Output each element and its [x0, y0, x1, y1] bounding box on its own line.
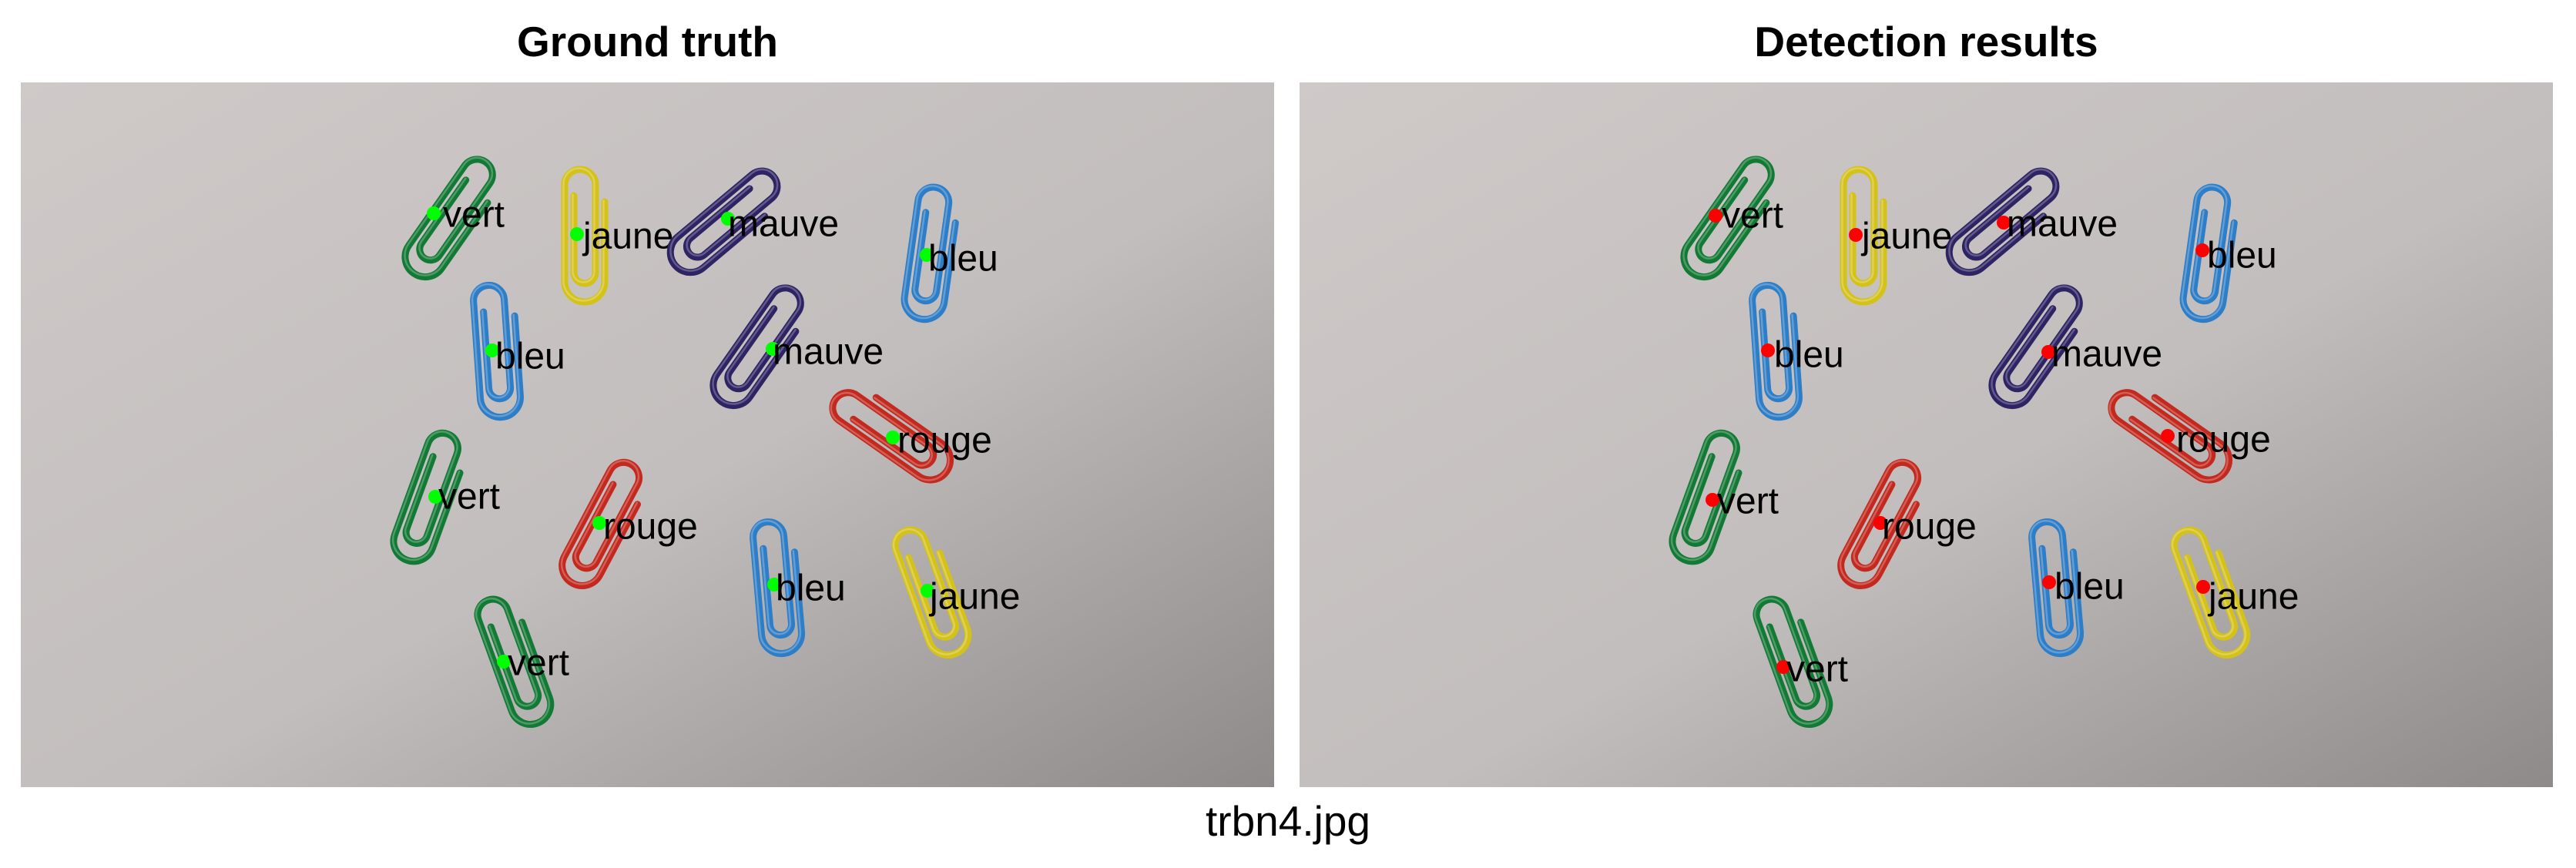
- object-label: rouge: [1882, 507, 1977, 548]
- object-label: bleu: [928, 239, 998, 280]
- object-label: bleu: [1774, 335, 1844, 376]
- detection-results-photo: vert jaune mauve bleu bleu mauve rouge vert roug…: [1300, 82, 2553, 787]
- ground-truth-marker: [766, 342, 780, 356]
- object-label: mauve: [2007, 204, 2118, 245]
- detection-marker: [2196, 580, 2210, 594]
- object-label: jaune: [1860, 216, 1952, 257]
- ground-truth-marker: [920, 248, 934, 262]
- ground-truth-marker: [427, 206, 441, 220]
- ground-truth-image: vert jaune mauve bleu bleu mauve rouge vert roug…: [21, 82, 1274, 787]
- ground-truth-photo: vert jaune mauve bleu bleu mauve rouge vert roug…: [21, 82, 1274, 787]
- detection-marker: [1761, 344, 1775, 357]
- mauve-paperclip: [1945, 167, 2060, 276]
- rouge-paperclip: [829, 389, 954, 484]
- vert-paperclip: [390, 429, 464, 565]
- object-label: bleu: [495, 337, 565, 377]
- photo-background: [1300, 82, 2553, 787]
- object-label: vert: [443, 195, 505, 236]
- object-label: mauve: [2051, 334, 2162, 375]
- detection-marker: [1709, 209, 1722, 223]
- image-filename-caption: trbn4.jpg: [1205, 797, 1371, 845]
- mauve-paperclip: [666, 167, 781, 276]
- panel-title-ground-truth: Ground truth: [516, 18, 779, 65]
- vert-paperclip: [401, 156, 496, 281]
- object-label: bleu: [776, 568, 846, 609]
- vert-paperclip: [1680, 156, 1775, 281]
- rouge-paperclip: [1837, 458, 1922, 589]
- ground-truth-marker: [721, 212, 735, 226]
- object-label: vert: [438, 477, 500, 518]
- object-label: vert: [1786, 649, 1848, 690]
- bleu-paperclip: [2179, 183, 2238, 323]
- ground-truth-marker: [767, 578, 781, 592]
- bleu-paperclip: [1749, 281, 1803, 421]
- detection-results-image: vert jaune mauve bleu bleu mauve rouge vert roug…: [1300, 82, 2553, 787]
- ground-truth-marker: [485, 344, 499, 357]
- detection-marker: [2042, 575, 2056, 589]
- jaune-paperclip: [891, 526, 972, 659]
- detection-marker: [2041, 345, 2055, 359]
- photo-background: [21, 82, 1274, 787]
- bleu-paperclip: [750, 518, 806, 658]
- detection-marker: [1997, 216, 2011, 230]
- panel-title-detection-results: Detection results: [1754, 18, 2098, 65]
- rouge-paperclip: [2108, 389, 2233, 484]
- detection-marker: [2161, 429, 2175, 443]
- ground-truth-marker: [592, 516, 606, 530]
- bleu-paperclip: [2028, 518, 2085, 658]
- jaune-paperclip: [561, 166, 609, 306]
- mauve-paperclip: [709, 284, 804, 410]
- vert-paperclip: [1669, 429, 1742, 565]
- vert-paperclip: [1753, 595, 1833, 728]
- object-label: vert: [508, 643, 569, 684]
- object-label: jaune: [2207, 577, 2299, 618]
- detection-marker: [2195, 243, 2209, 257]
- ground-truth-marker: [497, 655, 511, 669]
- ground-truth-marker: [886, 431, 900, 444]
- object-label: vert: [1722, 196, 1783, 236]
- detection-marker: [1776, 660, 1790, 674]
- object-label: jaune: [582, 216, 673, 257]
- vert-paperclip: [474, 595, 555, 728]
- bleu-paperclip: [470, 281, 524, 421]
- object-label: jaune: [928, 577, 1020, 618]
- detection-marker: [1873, 516, 1887, 530]
- object-label: mauve: [728, 204, 839, 245]
- detection-marker: [1849, 228, 1863, 242]
- bleu-paperclip: [901, 183, 959, 323]
- object-label: bleu: [2207, 236, 2277, 276]
- jaune-paperclip: [2170, 526, 2251, 659]
- detection-marker: [1706, 493, 1719, 507]
- object-label: rouge: [2176, 420, 2271, 461]
- object-label: vert: [1717, 481, 1779, 522]
- ground-truth-marker: [570, 227, 584, 241]
- rouge-paperclip: [558, 458, 643, 589]
- ground-truth-marker: [921, 584, 934, 598]
- object-label: mauve: [773, 332, 884, 373]
- ground-truth-marker: [428, 490, 442, 504]
- mauve-paperclip: [1988, 284, 2083, 410]
- jaune-paperclip: [1840, 166, 1887, 306]
- object-label: bleu: [2054, 567, 2125, 608]
- object-label: rouge: [897, 421, 992, 461]
- object-label: rouge: [603, 507, 698, 548]
